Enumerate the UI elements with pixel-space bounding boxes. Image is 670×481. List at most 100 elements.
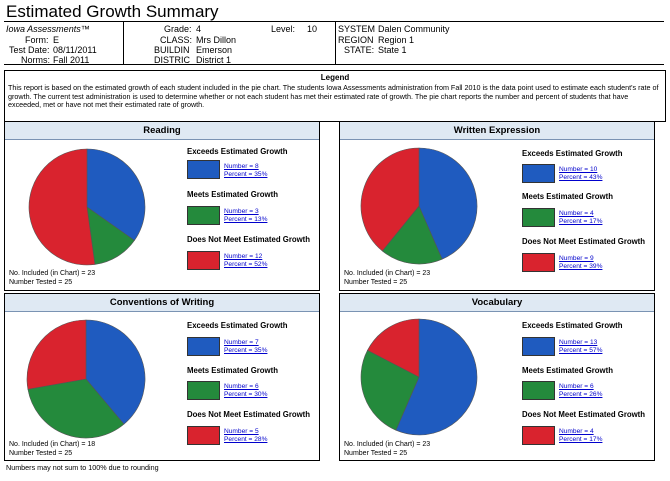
grade-value: 4 (196, 24, 202, 34)
form-label: Form: (25, 35, 49, 45)
swatch-exceeds (187, 160, 220, 179)
report-header: Iowa Assessments™ Form: E Test Date: 08/… (4, 22, 664, 65)
exceeds-number-link[interactable]: Number = 10 (559, 166, 598, 173)
class-label: CLASS: (160, 35, 193, 45)
meets-number-link[interactable]: Number = 3 (224, 208, 259, 215)
pie-chart-written-expression (360, 147, 478, 265)
district-value: District 1 (196, 55, 232, 65)
form-value: E (53, 35, 60, 45)
state-value: State 1 (378, 45, 407, 55)
legend-not-meets: Does Not Meet Estimated Growth (522, 237, 646, 246)
district-label: DISTRIC (154, 55, 190, 65)
legend-meets: Meets Estimated Growth (187, 190, 278, 199)
included-count: No. Included (in Chart) = 23 (9, 270, 96, 277)
header-divider (123, 22, 124, 64)
pie-slice-not-meets (367, 318, 420, 378)
pie-slice-exceeds (85, 319, 146, 425)
system-value: Dalen Community (378, 24, 450, 34)
not-meets-percent-link[interactable]: Percent = 28% (224, 436, 268, 443)
swatch-meets (187, 381, 220, 400)
header-divider (335, 22, 336, 64)
not-meets-number-link[interactable]: Number = 9 (559, 255, 594, 262)
meets-number-link[interactable]: Number = 4 (559, 210, 594, 217)
exceeds-percent-link[interactable]: Percent = 35% (224, 347, 268, 354)
meets-percent-link[interactable]: Percent = 30% (224, 391, 268, 398)
state-label: STATE: (344, 45, 375, 55)
meets-number-link[interactable]: Number = 6 (224, 383, 259, 390)
region-label: REGION (338, 35, 374, 45)
swatch-exceeds (187, 337, 220, 356)
header-top-rule (4, 21, 664, 22)
pie-slice-exceeds (86, 148, 146, 241)
swatch-not-meets (522, 426, 555, 445)
not-meets-percent-link[interactable]: Percent = 52% (224, 261, 268, 268)
legend-meets: Meets Estimated Growth (187, 366, 278, 375)
swatch-exceeds (522, 164, 555, 183)
legend-box: Legend This report is based on the estim… (4, 70, 666, 122)
norms-label: Norms: (21, 55, 50, 65)
class-value: Mrs Dillon (196, 35, 237, 45)
grade-label: Grade: (164, 24, 192, 34)
report-title: Estimated Growth Summary (6, 2, 219, 21)
not-meets-number-link[interactable]: Number = 12 (224, 253, 263, 260)
legend-meets: Meets Estimated Growth (522, 192, 613, 201)
legend-meets: Meets Estimated Growth (522, 366, 613, 375)
not-meets-percent-link[interactable]: Percent = 39% (559, 263, 603, 270)
tested-count: Number Tested = 25 (344, 450, 408, 457)
swatch-not-meets (187, 426, 220, 445)
panel-title: Written Expression (340, 122, 654, 140)
legend-exceeds: Exceeds Estimated Growth (187, 147, 288, 156)
exceeds-number-link[interactable]: Number = 13 (559, 339, 598, 346)
panel-title: Vocabulary (340, 294, 654, 312)
test-date-label: Test Date: (9, 45, 50, 55)
panel-written-expression: Written Expression Exceeds Estimated Gro… (339, 121, 655, 291)
header-bottom-rule (4, 64, 664, 65)
pie-slice-exceeds (395, 318, 478, 436)
norms-value: Fall 2011 (53, 55, 90, 65)
exceeds-number-link[interactable]: Number = 8 (224, 163, 259, 170)
not-meets-number-link[interactable]: Number = 5 (224, 428, 259, 435)
pie-slice-exceeds (418, 147, 478, 260)
exceeds-percent-link[interactable]: Percent = 43% (559, 174, 603, 181)
tested-count: Number Tested = 25 (9, 450, 73, 457)
panel-conventions-of-writing: Conventions of Writing Exceeds Estimated… (4, 293, 320, 461)
level-value: 10 (307, 24, 318, 34)
pie-slice-meets (360, 349, 420, 431)
tested-count: Number Tested = 25 (9, 279, 73, 286)
pie-chart-conventions-of-writing (26, 319, 146, 439)
not-meets-percent-link[interactable]: Percent = 17% (559, 436, 603, 443)
legend-exceeds: Exceeds Estimated Growth (187, 321, 288, 330)
pie-slice-not-meets (360, 147, 420, 252)
not-meets-number-link[interactable]: Number = 4 (559, 428, 594, 435)
panel-title: Reading (5, 122, 319, 140)
region-value: Region 1 (378, 35, 415, 45)
panel-title: Conventions of Writing (5, 294, 319, 312)
meets-percent-link[interactable]: Percent = 13% (224, 216, 268, 223)
test-date-value: 08/11/2011 (53, 45, 97, 55)
swatch-meets (522, 381, 555, 400)
legend-text: This report is based on the estimated gr… (8, 83, 659, 110)
pie-chart-vocabulary (360, 318, 478, 436)
swatch-meets (187, 206, 220, 225)
included-count: No. Included (in Chart) = 23 (344, 270, 431, 277)
exceeds-number-link[interactable]: Number = 7 (224, 339, 259, 346)
building-value: Emerson (196, 45, 233, 55)
panel-vocabulary: Vocabulary Exceeds Estimated Growth Numb… (339, 293, 655, 461)
meets-percent-link[interactable]: Percent = 17% (559, 218, 603, 225)
brand-name: Iowa Assessments™ (6, 24, 90, 34)
legend-title: Legend (320, 73, 350, 82)
legend-not-meets: Does Not Meet Estimated Growth (187, 410, 311, 419)
included-count: No. Included (in Chart) = 18 (9, 441, 96, 448)
system-label: SYSTEM (338, 24, 376, 34)
legend-exceeds: Exceeds Estimated Growth (522, 149, 623, 158)
pie-slice-meets (27, 378, 125, 439)
swatch-not-meets (522, 253, 555, 272)
meets-percent-link[interactable]: Percent = 26% (559, 391, 603, 398)
exceeds-percent-link[interactable]: Percent = 57% (559, 347, 603, 354)
meets-number-link[interactable]: Number = 6 (559, 383, 594, 390)
swatch-not-meets (187, 251, 220, 270)
level-label: Level: (271, 24, 296, 34)
exceeds-percent-link[interactable]: Percent = 35% (224, 171, 268, 178)
tested-count: Number Tested = 25 (344, 279, 408, 286)
legend-not-meets: Does Not Meet Estimated Growth (522, 410, 646, 419)
